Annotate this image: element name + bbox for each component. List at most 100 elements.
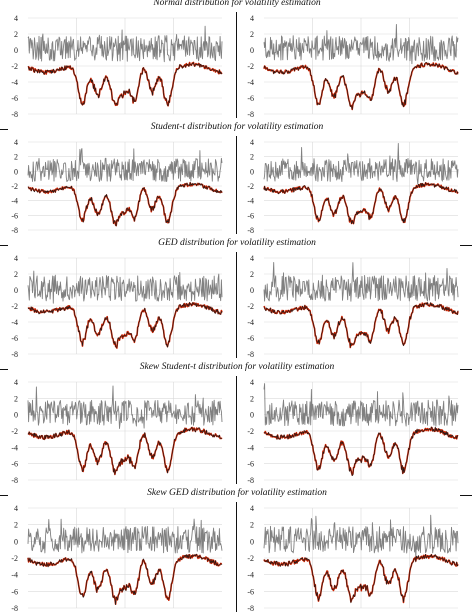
grey-series-line <box>27 270 223 304</box>
chart-panel-3-2: 4 2 0 -2 -4 -6 -8 <box>247 254 459 359</box>
row-separator <box>460 245 472 246</box>
y-tick-label: -2 <box>11 554 18 563</box>
y-tick-label: -6 <box>11 587 18 596</box>
y-tick-label: -4 <box>247 197 254 206</box>
y-tick-label: 4 <box>250 378 254 387</box>
y-tick-label: 0 <box>250 286 254 295</box>
row-title: Skew GED distribution for volatility est… <box>147 488 327 498</box>
y-tick-label: -6 <box>247 334 254 343</box>
grey-series-line <box>27 385 223 429</box>
y-tick-label: 2 <box>14 153 18 162</box>
chart-panel-1-1: 4 2 0 -2 -4 -6 -8 <box>11 14 223 119</box>
black-series-line <box>263 426 459 476</box>
y-tick-label: 4 <box>250 14 254 23</box>
y-tick-label: 4 <box>250 138 254 147</box>
grey-series-line <box>27 25 223 63</box>
y-tick-label: 2 <box>250 521 254 530</box>
y-tick-label: 0 <box>14 411 18 420</box>
y-tick-label: 2 <box>14 521 18 530</box>
y-tick-label: -8 <box>11 110 18 119</box>
panel-divider <box>236 502 237 612</box>
chart-panel-5-1: 4 2 0 -2 -4 -6 -8 <box>11 504 223 613</box>
y-tick-label: -2 <box>11 62 18 71</box>
y-tick-label: -4 <box>11 571 18 580</box>
black-series-line <box>27 426 223 475</box>
y-tick-label: 4 <box>14 254 18 263</box>
row-separator <box>460 495 472 496</box>
y-tick-label: 2 <box>250 394 254 403</box>
y-tick-label: -2 <box>11 302 18 311</box>
black-series-line <box>263 61 459 110</box>
black-series-line <box>263 182 459 225</box>
y-tick-label: 4 <box>14 504 18 513</box>
y-tick-label: 0 <box>14 167 18 176</box>
y-tick-label: 0 <box>250 411 254 420</box>
y-tick-label: -8 <box>11 226 18 235</box>
y-tick-label: -4 <box>11 197 18 206</box>
y-tick-label: -8 <box>247 604 254 613</box>
y-tick-label: 0 <box>14 286 18 295</box>
y-tick-label: -4 <box>247 571 254 580</box>
grey-series-line <box>27 518 223 554</box>
y-tick-label: -4 <box>247 78 254 87</box>
y-tick-label: -6 <box>11 94 18 103</box>
row-separator <box>460 129 472 130</box>
y-tick-label: -6 <box>11 211 18 220</box>
y-tick-label: -6 <box>247 94 254 103</box>
y-tick-label: 4 <box>250 504 254 513</box>
y-tick-label: -2 <box>11 182 18 191</box>
chart-panel-5-2: 4 2 0 -2 -4 -6 -8 <box>247 504 459 613</box>
y-tick-label: 2 <box>14 394 18 403</box>
black-series-line <box>263 301 459 348</box>
panel-divider <box>236 136 237 234</box>
black-series-line <box>263 553 459 604</box>
black-series-line <box>27 553 223 605</box>
row-title: Student-t distribution for volatility es… <box>150 122 324 132</box>
y-tick-label: 0 <box>14 537 18 546</box>
panel-divider <box>236 12 237 118</box>
y-tick-label: -8 <box>11 350 18 359</box>
y-tick-label: -6 <box>11 334 18 343</box>
grey-series-line <box>263 383 459 427</box>
y-tick-label: -6 <box>247 211 254 220</box>
y-tick-label: -8 <box>11 476 18 485</box>
y-tick-label: 0 <box>250 167 254 176</box>
y-tick-label: -6 <box>247 460 254 469</box>
y-tick-label: -8 <box>247 350 254 359</box>
y-tick-label: -2 <box>247 62 254 71</box>
y-tick-label: -8 <box>247 226 254 235</box>
y-tick-label: 4 <box>14 378 18 387</box>
grey-series-line <box>263 514 459 558</box>
chart-panel-2-1: 4 2 0 -2 -4 -6 -8 <box>11 138 223 235</box>
y-tick-label: -4 <box>11 318 18 327</box>
y-tick-label: 4 <box>14 14 18 23</box>
row-title: Normal distribution for volatility estim… <box>153 0 321 8</box>
row-separator <box>0 245 8 246</box>
grey-series-line <box>263 23 459 65</box>
chart-panel-3-1: 4 2 0 -2 -4 -6 -8 <box>11 254 223 359</box>
chart-panel-1-2: 4 2 0 -2 -4 -6 -8 <box>247 14 459 119</box>
grey-series-line <box>27 148 223 183</box>
y-tick-label: -2 <box>11 427 18 436</box>
row-separator <box>0 369 8 370</box>
y-tick-label: 0 <box>250 46 254 55</box>
y-tick-label: -6 <box>247 587 254 596</box>
y-tick-label: -4 <box>247 443 254 452</box>
row-separator <box>460 369 472 370</box>
grey-series-line <box>263 262 459 302</box>
y-tick-label: -2 <box>247 554 254 563</box>
y-tick-label: 2 <box>14 270 18 279</box>
y-tick-label: -2 <box>247 302 254 311</box>
y-tick-label: -6 <box>11 460 18 469</box>
black-series-line <box>27 62 223 106</box>
chart-panel-4-1: 4 2 0 -2 -4 -6 -8 <box>11 378 223 485</box>
panel-divider <box>236 376 237 484</box>
row-separator <box>0 495 8 496</box>
y-tick-label: -2 <box>247 427 254 436</box>
black-series-line <box>27 301 223 348</box>
y-tick-label: 0 <box>250 537 254 546</box>
grey-series-line <box>263 143 459 185</box>
y-tick-label: 0 <box>14 46 18 55</box>
y-tick-label: -8 <box>247 476 254 485</box>
